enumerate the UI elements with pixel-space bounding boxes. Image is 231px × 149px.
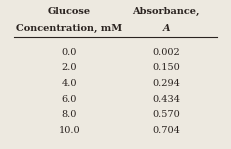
Text: 10.0: 10.0	[58, 126, 80, 135]
Text: 6.0: 6.0	[62, 95, 77, 104]
Text: 0.0: 0.0	[62, 48, 77, 57]
Text: 4.0: 4.0	[61, 79, 77, 88]
Text: 0.150: 0.150	[152, 63, 180, 72]
Text: Concentration, mM: Concentration, mM	[16, 24, 122, 33]
Text: 0.294: 0.294	[152, 79, 180, 88]
Text: 0.570: 0.570	[152, 110, 180, 119]
Text: 8.0: 8.0	[62, 110, 77, 119]
Text: 0.704: 0.704	[152, 126, 180, 135]
Text: 0.434: 0.434	[152, 95, 180, 104]
Text: Absorbance,: Absorbance,	[133, 7, 200, 17]
Text: Glucose: Glucose	[48, 7, 91, 16]
Text: A: A	[162, 24, 170, 33]
Text: 0.002: 0.002	[152, 48, 180, 57]
Text: 2.0: 2.0	[61, 63, 77, 72]
